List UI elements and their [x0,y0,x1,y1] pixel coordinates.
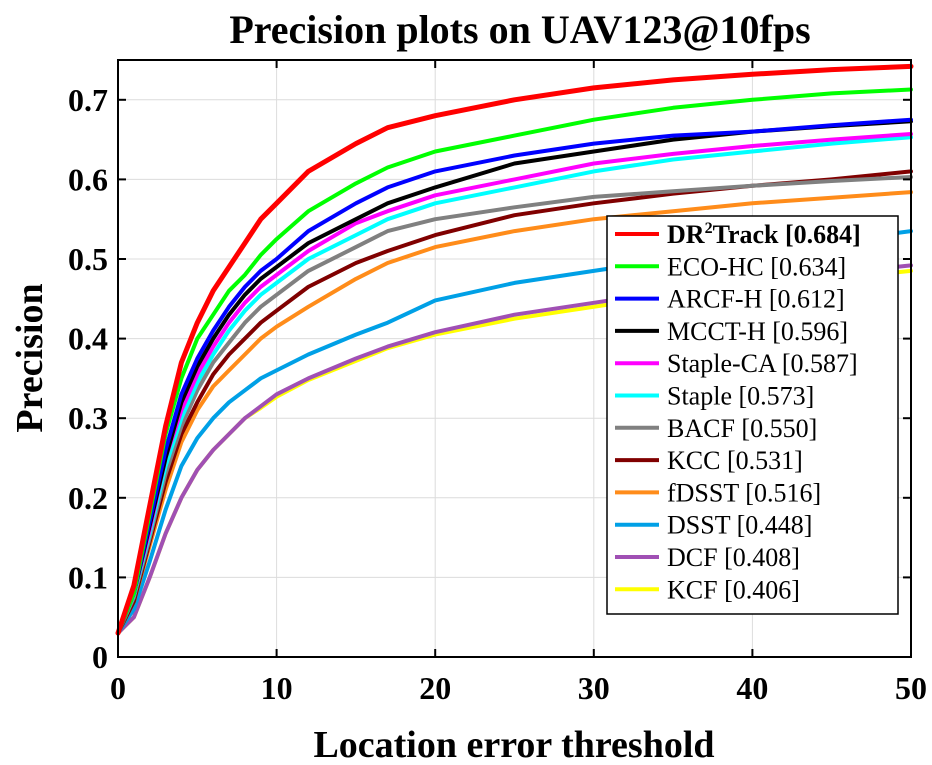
plot-frame [117,59,912,658]
axis-ticks: 0 10 20 30 40 50 0 0.1 0.2 0.3 0.4 0.5 0.6 0.7 [68,60,927,706]
series-line-staple [116,135,913,636]
y-tick-label: 0.7 [68,82,108,118]
legend-entry-label: MCCT-H [0.596] [667,317,848,346]
series-line-bacf [116,175,913,636]
legend-entry-label: ECO-HC [0.634] [667,252,846,281]
x-axis-label: Location error threshold [313,724,714,765]
y-tick-label: 0.3 [68,400,108,436]
y-tick-label: 0.1 [68,559,108,595]
chart-title: Precision plots on UAV123@10fps [229,7,810,52]
x-tick-label: 10 [261,670,293,706]
legend-entry-label: KCF [0.406] [667,575,800,604]
y-tick-label: 0.2 [68,480,108,516]
y-tick-label: 0.6 [68,161,108,197]
legend-entry-label: BACF [0.550] [667,414,817,443]
y-tick-label: 0 [92,639,108,675]
x-tick-label: 20 [419,670,451,706]
legend-entry-label: Staple-CA [0.587] [667,349,858,378]
series-line-mcct-h [116,119,913,636]
legend-entry-label: Staple [0.573] [667,382,814,411]
y-axis-label: Precision [9,283,51,432]
x-tick-label: 40 [736,670,768,706]
series-line-eco-hc [116,87,913,636]
series-line-arcf-h [116,117,913,636]
legend-entry-label: KCC [0.531] [667,446,803,475]
legend-entry-label: DR2Track [0.684] [667,220,861,249]
series-lines [115,63,914,636]
y-tick-label: 0.4 [68,321,108,357]
x-tick-label: 50 [895,670,927,706]
legend-box [606,215,899,615]
legend-entry-label: fDSST [0.516] [667,478,821,507]
legend-entry-label: ARCF-H [0.612] [667,285,845,314]
x-tick-label: 0 [110,670,126,706]
series-line-dr [115,63,914,636]
series-line-fdsst [116,190,913,636]
x-tick-label: 30 [578,670,610,706]
legend: DR2Track [0.684] ECO-HC [0.634] ARCF-H [0.… [606,215,899,615]
series-line-kcc [116,169,913,636]
legend-entry-label: DCF [0.408] [667,543,800,572]
legend-entry-label: DSST [0.448] [667,511,812,540]
y-tick-label: 0.5 [68,241,108,277]
